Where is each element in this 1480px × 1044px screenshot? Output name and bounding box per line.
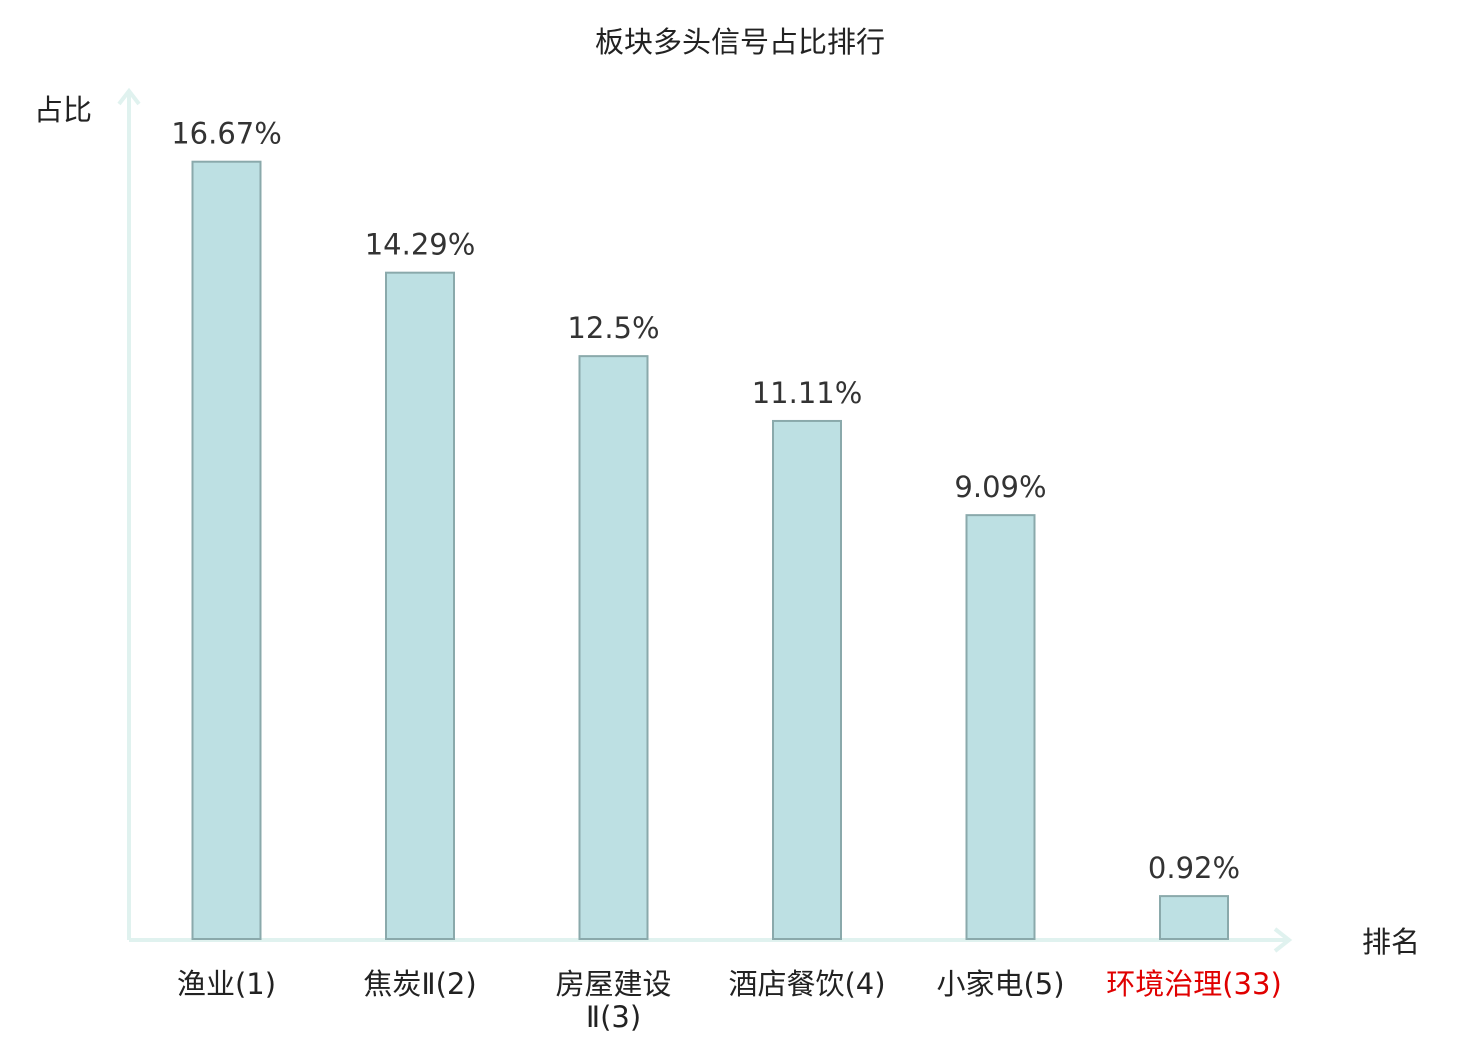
bar [965,514,1036,941]
bars [191,160,1229,941]
bar-value-label: 14.29% [365,228,476,262]
chart-title: 板块多头信号占比排行 [595,25,885,59]
axes [117,87,1293,953]
bar [191,160,262,940]
x-axis-arrow [1273,927,1293,953]
y-axis-arrow [117,87,141,106]
bar [578,355,649,940]
bar [1159,895,1229,940]
category-label: Ⅱ(3) [586,1000,641,1034]
bar [772,419,842,941]
bar-value-label: 16.67% [171,117,282,151]
bar-value-label: 11.11% [752,376,863,410]
category-label: 房屋建设 [555,967,671,1001]
category-label: 焦炭Ⅱ(2) [363,967,476,1001]
category-label: 渔业(1) [177,967,276,1001]
category-label: 小家电(5) [936,967,1064,1001]
category-label: 环境治理(33) [1106,967,1282,1001]
x-axis-label: 排名 [1362,925,1420,959]
bar-value-label: 0.92% [1148,851,1240,885]
bar-value-label: 9.09% [954,470,1046,504]
bar-value-label: 12.5% [567,311,659,345]
y-axis-label: 占比 [34,93,92,127]
bar [385,271,455,940]
category-label: 酒店餐饮(4) [728,967,885,1001]
value-labels: 16.67% 14.29% 12.5% 11.11% 9.09% 0.92% [171,117,1240,885]
